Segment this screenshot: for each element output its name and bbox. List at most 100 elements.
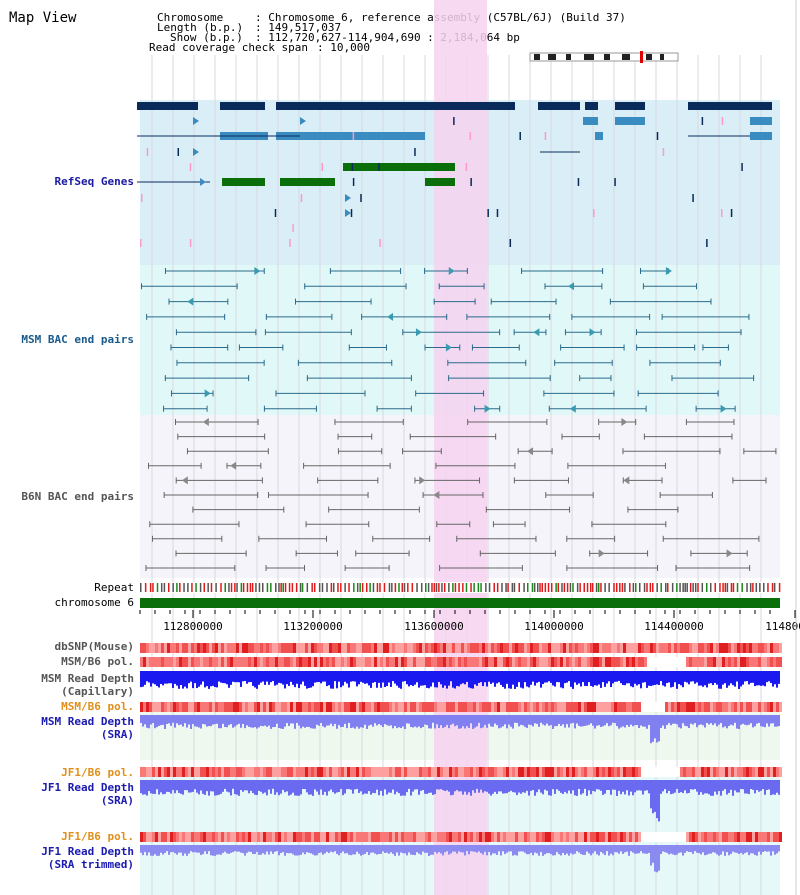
dbsnp-heat-cell — [296, 643, 299, 653]
repeat-element — [477, 583, 480, 592]
msm-depth-sra-bar — [656, 715, 658, 743]
refseq-exon-tick — [656, 132, 659, 140]
dbsnp-heat-cell — [722, 643, 725, 653]
msm-depth-cap-bar — [548, 671, 550, 682]
msm-depth-sra-bar — [712, 715, 714, 726]
msm-depth-cap-bar — [306, 671, 308, 689]
msm-depth-cap-bar — [214, 671, 216, 688]
msm-depth-cap-bar — [588, 671, 590, 683]
msm-depth-cap-bar — [252, 671, 254, 686]
jf1-depth-sra-bar — [570, 780, 572, 794]
jf1-b6-pol-2-heat-cell — [500, 832, 503, 842]
jf1-depth-trim-bar — [554, 845, 556, 856]
msm-depth-sra-bar — [144, 715, 146, 725]
jf1-depth-sra-bar — [152, 780, 154, 794]
jf1-depth-sra-bar — [584, 780, 586, 789]
dbsnp-heat-cell — [542, 643, 545, 653]
dbsnp-heat-cell — [611, 643, 614, 653]
axis-tick-label: 112800000 — [163, 620, 223, 633]
jf1-depth-sra-bar — [674, 780, 676, 793]
jf1-depth-sra-bar — [532, 780, 534, 790]
jf1-depth-sra-bar — [286, 780, 288, 792]
jf1-depth-sra-bar — [314, 780, 316, 790]
dbsnp-heat-cell — [344, 643, 347, 653]
msm-b6-pol-2-heat-cell — [338, 702, 341, 712]
jf1-depth-sra-bar — [274, 780, 276, 795]
msm-b6-pol-heat-cell — [719, 657, 722, 667]
msm-b6-pol-heat-cell — [362, 657, 365, 667]
msm-depth-cap-bar — [330, 671, 332, 689]
jf1-b6-pol-heat-cell — [656, 767, 659, 777]
jf1-b6-pol-2-heat-cell — [215, 832, 218, 842]
msm-depth-sra-bar — [342, 715, 344, 727]
jf1-b6-pol-2-heat-cell — [242, 832, 245, 842]
dbsnp-heat-cell — [263, 643, 266, 653]
refseq-gene-block — [688, 102, 772, 110]
msm-depth-cap-bar — [666, 671, 668, 684]
msm-b6-pol-heat-cell — [554, 657, 557, 667]
dbsnp-heat-cell — [365, 643, 368, 653]
msm-depth-cap-bar — [512, 671, 514, 685]
msm-depth-cap-bar — [774, 671, 776, 685]
msm-depth-sra-bar — [362, 715, 364, 728]
repeat-element — [771, 583, 774, 592]
msm-b6-pol-heat-cell — [458, 657, 461, 667]
jf1-depth-trim-bar — [366, 845, 368, 853]
jf1-depth-sra-bar — [438, 780, 440, 790]
jf1-b6-pol-heat-cell — [167, 767, 170, 777]
msm-b6-pol-heat-cell — [674, 657, 677, 667]
msm-depth-sra-bar — [640, 715, 642, 726]
dbsnp-heat-cell — [740, 643, 743, 653]
refseq-gene-block — [750, 117, 772, 125]
jf1-depth-sra-bar — [422, 780, 424, 791]
repeat-element — [152, 583, 154, 592]
msm-depth-sra-bar — [198, 715, 200, 728]
msm-depth-cap-bar — [644, 671, 646, 683]
msm-b6-pol-2-heat-cell — [389, 702, 392, 712]
msm-depth-cap-bar — [344, 671, 346, 682]
repeat-element — [732, 583, 735, 592]
jf1-b6-pol-2-heat-cell — [584, 832, 587, 842]
jf1-depth-trim-bar — [292, 845, 294, 855]
repeat-element — [619, 583, 621, 592]
jf1-depth-trim-bar — [596, 845, 598, 855]
msm-depth-sra-bar — [736, 715, 738, 729]
msm-b6-pol-2-heat-cell — [206, 702, 209, 712]
jf1-depth-sra-bar — [328, 780, 330, 792]
jf1-depth-trim-bar — [626, 845, 628, 852]
msm-depth-cap-bar — [286, 671, 288, 685]
jf1-depth-trim-bar — [468, 845, 470, 855]
repeat-element — [435, 583, 438, 592]
msm-depth-sra-bar — [202, 715, 204, 725]
jf1-b6-pol-heat-cell — [368, 767, 371, 777]
msm-depth-cap-bar — [734, 671, 736, 687]
msm-b6-pol-2-heat-cell — [296, 702, 299, 712]
jf1-depth-sra-bar — [472, 780, 474, 791]
msm-b6-pol-2-heat-cell — [497, 702, 500, 712]
jf1-b6-pol-2-heat-cell — [455, 832, 458, 842]
msm-b6-pol-heat-cell — [236, 657, 239, 667]
jf1-depth-trim-bar — [176, 845, 178, 855]
msm-b6-pol-2-heat-cell — [416, 702, 419, 712]
jf1-depth-sra-bar — [378, 780, 380, 796]
jf1-depth-trim-bar — [728, 845, 730, 856]
msm-depth-cap-bar — [696, 671, 698, 683]
dbsnp-heat-cell — [293, 643, 296, 653]
jf1-depth-sra-bar — [372, 780, 374, 793]
jf1-depth-trim-bar — [208, 845, 210, 852]
jf1-b6-pol-heat-cell — [215, 767, 218, 777]
dbsnp-heat-cell — [440, 643, 443, 653]
msm-depth-cap-bar — [250, 671, 252, 683]
msm-b6-pol-2-heat-cell — [209, 702, 212, 712]
msm-depth-cap-bar — [768, 671, 770, 682]
jf1-b6-pol-2-heat-cell — [491, 832, 494, 842]
jf1-b6-pol-2-heat-cell — [452, 832, 455, 842]
msm-depth-sra-bar — [282, 715, 284, 729]
msm-b6-pol-2-heat-cell — [701, 702, 704, 712]
jf1-depth-sra-bar — [672, 780, 674, 794]
dbsnp-heat-cell — [737, 643, 740, 653]
jf1-depth-sra-bar — [396, 780, 398, 792]
msm-depth-sra-bar — [450, 715, 452, 725]
msm-depth-cap-bar — [652, 671, 654, 686]
